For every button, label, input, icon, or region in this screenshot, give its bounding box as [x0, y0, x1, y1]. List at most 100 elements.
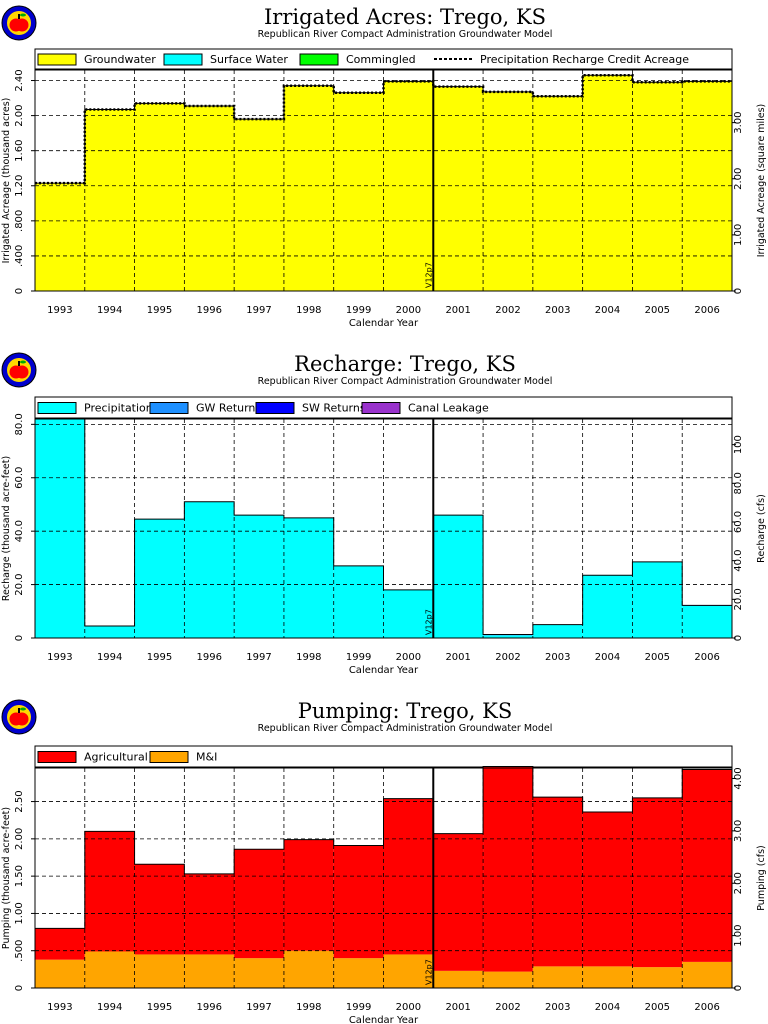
bar-segment [84, 951, 135, 988]
bar-segment [483, 635, 533, 638]
x-tick-label: 1994 [97, 305, 122, 316]
y2-tick-label: 1.00 [733, 924, 744, 946]
bar-segment [234, 849, 284, 959]
x-tick-label: 2004 [595, 652, 620, 663]
logo-apple-leaf [20, 707, 26, 711]
bar-segment [632, 797, 683, 968]
x-tick-label: 2005 [645, 305, 670, 316]
bar-segment [383, 589, 434, 638]
y2-tick-label: 100 [733, 435, 744, 454]
bar-segment [682, 605, 732, 638]
y-tick-label: .800 [14, 210, 25, 232]
x-tick-label: 1993 [47, 1002, 72, 1013]
bar-segment [433, 86, 484, 292]
legend-label: Precipitation Recharge Credit Acreage [480, 53, 689, 66]
bar-segment [283, 85, 334, 292]
x-tick-label: 1995 [147, 1002, 172, 1013]
x-tick-label: 1994 [97, 652, 122, 663]
x-tick-label: 1993 [47, 652, 72, 663]
legend-swatch [299, 53, 339, 66]
legend-swatch [37, 751, 77, 763]
legend-swatch [37, 53, 77, 66]
y-tick-label: 0 [14, 635, 25, 641]
bar-segment [682, 81, 732, 292]
bar-segment [433, 833, 484, 971]
bar-segment [383, 954, 434, 988]
bar-segment [134, 519, 185, 638]
bar-segment [582, 966, 633, 988]
y2-tick-label: 2.00 [733, 872, 744, 894]
x-tick-label: 2000 [396, 652, 421, 663]
bar-segment [35, 183, 85, 291]
bar-segment [532, 966, 583, 988]
y-tick-label: 1.00 [14, 902, 25, 924]
x-tick-label: 1998 [296, 305, 321, 316]
x-tick-label: 1997 [246, 652, 271, 663]
y-tick-label: 20.0 [14, 573, 25, 595]
y-tick-label: 0 [14, 985, 25, 991]
y2-tick-label: 4.00 [733, 767, 744, 789]
y-axis-label: Irrigated Acreage (thousand acres) [1, 98, 12, 264]
y-tick-label: 40.0 [14, 520, 25, 542]
x-tick-label: 1996 [197, 1002, 222, 1013]
x-tick-label: 2006 [694, 1002, 719, 1013]
x-tick-label: 2000 [396, 305, 421, 316]
bar-segment [532, 624, 583, 638]
plot-frame [34, 418, 733, 639]
x-tick-label: 1996 [197, 652, 222, 663]
y-tick-label: .400 [14, 245, 25, 267]
legend-swatch [163, 53, 203, 66]
legend-swatch [37, 402, 77, 414]
y2-tick-label: 60.0 [733, 511, 744, 533]
legend-box [34, 745, 733, 768]
bar-segment [632, 561, 683, 638]
chart-subtitle: Republican River Compact Administration … [258, 29, 553, 40]
legend-label: GW Returns [196, 402, 261, 415]
y2-tick-label: 40.0 [733, 550, 744, 572]
y-tick-label: 2.40 [14, 69, 25, 91]
version-marker-label: V12p7 [424, 959, 433, 985]
bar-segment [84, 831, 135, 952]
logo-apple-leaf [20, 13, 26, 17]
y2-tick-label: 2.00 [733, 168, 744, 190]
bar-segment [333, 845, 384, 959]
legend-box [34, 48, 733, 70]
bar-segment [582, 812, 633, 967]
bar-segment [333, 565, 384, 638]
x-tick-label: 2003 [545, 1002, 570, 1013]
x-tick-label: 2001 [445, 1002, 470, 1013]
bar-segment [134, 864, 185, 955]
x-tick-label: 2001 [445, 305, 470, 316]
y-tick-label: 60.0 [14, 467, 25, 489]
x-tick-label: 2005 [645, 1002, 670, 1013]
x-tick-label: 2002 [495, 305, 520, 316]
x-tick-label: 2002 [495, 652, 520, 663]
bar-segment [35, 419, 85, 638]
chart-title: Recharge: Trego, KS [294, 352, 516, 376]
y-axis-label: Pumping (thousand acre-feet) [1, 807, 12, 949]
y-tick-label: 80.0 [14, 413, 25, 435]
y-tick-label: 0 [14, 288, 25, 294]
total-outline [35, 418, 732, 636]
y2-tick-label: 0 [733, 288, 744, 294]
version-marker-label: V12p7 [424, 262, 433, 288]
logo-apple-right [15, 365, 29, 379]
legend-label: Commingled [346, 53, 416, 66]
x-axis-label: Calendar Year [349, 665, 419, 676]
x-tick-label: 1996 [197, 305, 222, 316]
x-axis-label: Calendar Year [349, 1015, 419, 1024]
bar-segment [632, 967, 683, 988]
bar-segment [532, 797, 583, 967]
x-tick-label: 2004 [595, 1002, 620, 1013]
x-tick-label: 2002 [495, 1002, 520, 1013]
logo-apple-stem [18, 361, 20, 366]
bar-segment [184, 105, 235, 291]
y-tick-label: 2.00 [14, 828, 25, 850]
y-tick-label: 1.20 [14, 175, 25, 197]
chart-title: Irrigated Acres: Trego, KS [264, 5, 546, 29]
x-tick-label: 1999 [346, 305, 371, 316]
